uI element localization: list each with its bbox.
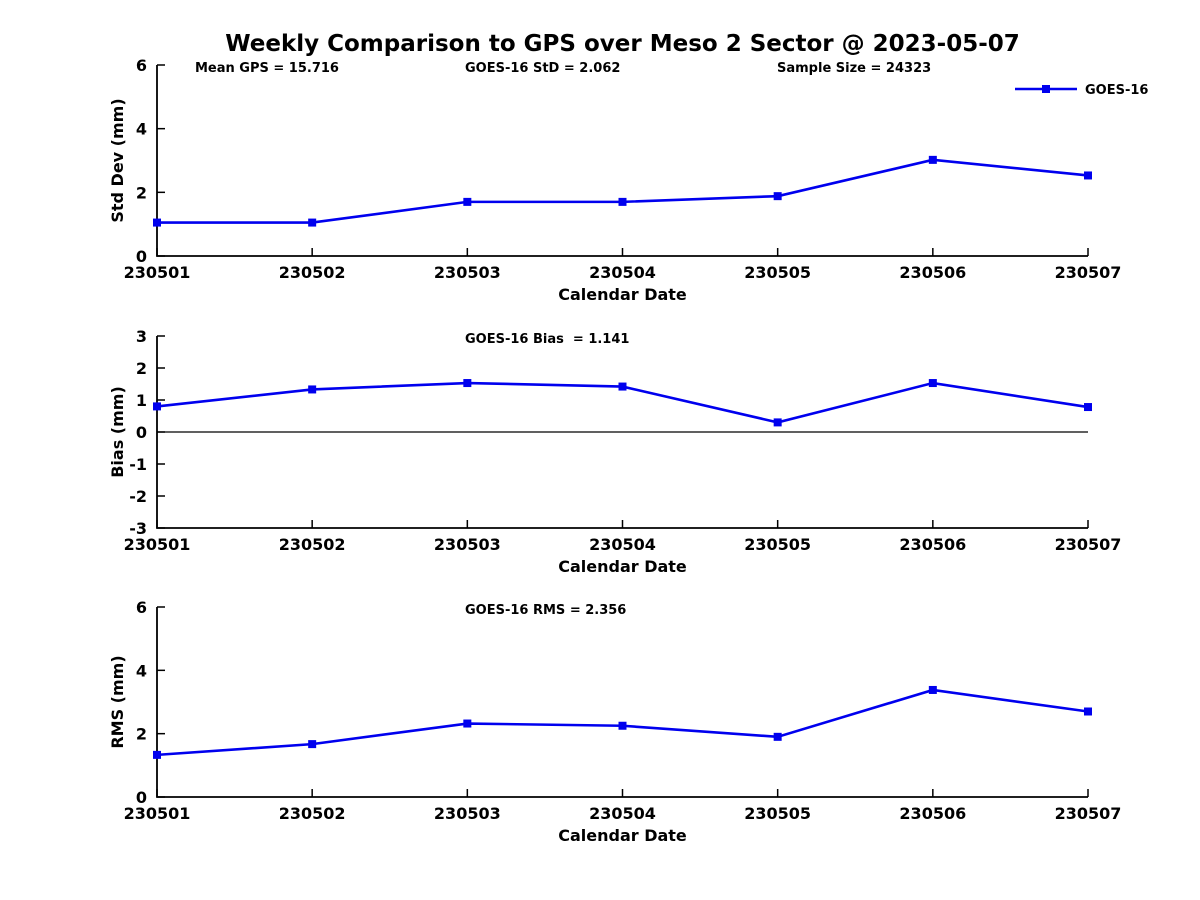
legend-marker: [1042, 85, 1050, 93]
y-tick-label: 4: [136, 120, 147, 139]
x-tick-label: 230502: [279, 263, 346, 282]
y-tick-label: 6: [136, 56, 147, 75]
x-tick-label: 230502: [279, 535, 346, 554]
y-tick-label: -2: [129, 487, 147, 506]
y-tick-label: 2: [136, 359, 147, 378]
data-point-marker: [1084, 403, 1092, 412]
data-point-marker: [773, 732, 782, 741]
data-point-marker: [618, 721, 627, 730]
x-tick-label: 230506: [899, 263, 966, 282]
data-point-marker: [308, 740, 317, 749]
y-axis-label: Std Dev (mm): [108, 98, 127, 222]
subplot-2: 230501 230502 230503 230504 230505 230506 2305…: [108, 327, 1121, 576]
axes: [156, 607, 1088, 798]
data-point-marker: [463, 719, 472, 728]
data-point-marker: [153, 402, 161, 411]
data-point-marker: [308, 385, 317, 394]
y-tick-label: 1: [136, 391, 147, 410]
data-point-marker: [773, 192, 782, 201]
x-tick-label: 230505: [744, 804, 811, 823]
data-point-marker: [308, 218, 317, 227]
data-point-marker: [618, 382, 627, 391]
x-axis-label: Calendar Date: [558, 557, 687, 576]
x-tick-label: 230505: [744, 263, 811, 282]
data-point-marker: [463, 197, 472, 206]
x-tick-label: 230505: [744, 535, 811, 554]
y-tick-label: 0: [136, 423, 147, 442]
x-tick-label: 230507: [1055, 263, 1122, 282]
x-tick-label: 230504: [589, 535, 656, 554]
stat-annotation: Mean GPS = 15.716: [195, 61, 339, 76]
data-line: [157, 158, 1089, 224]
y-tick-label: 3: [136, 327, 147, 346]
data-point-marker: [928, 155, 937, 164]
x-tick-label: 230506: [899, 804, 966, 823]
x-tick-label: 230503: [434, 263, 501, 282]
data-point-marker: [1084, 171, 1092, 180]
subplot-1: 230501 230502 230503 230504 230505 230506 2305…: [108, 56, 1148, 304]
y-tick-label: 0: [136, 788, 147, 807]
data-point-marker: [1084, 707, 1092, 716]
y-tick-label: 6: [136, 598, 147, 617]
x-tick-label: 230502: [279, 804, 346, 823]
data-point-marker: [618, 197, 627, 206]
x-tick-label: 230504: [589, 263, 656, 282]
x-tick-label: 230507: [1055, 804, 1122, 823]
data-point-marker: [928, 379, 937, 388]
x-tick-label: 230504: [589, 804, 656, 823]
y-tick-label: 2: [136, 725, 147, 744]
y-tick-label: -1: [129, 455, 147, 474]
y-tick-label: 2: [136, 183, 147, 202]
data-point-marker: [928, 685, 937, 694]
data-point-marker: [153, 218, 161, 227]
y-axis-label: RMS (mm): [108, 655, 127, 748]
x-axis-label: Calendar Date: [558, 826, 687, 845]
x-tick-label: 230503: [434, 804, 501, 823]
x-tick-label: 230501: [124, 263, 191, 282]
y-axis-label: Bias (mm): [108, 386, 127, 478]
stat-annotation: Sample Size = 24323: [777, 61, 931, 76]
legend: GOES-16: [1015, 83, 1148, 98]
stat-annotation: GOES-16 RMS = 2.356: [465, 603, 626, 618]
y-tick-label: 4: [136, 661, 147, 680]
legend-label: GOES-16: [1085, 83, 1148, 98]
x-axis-label: Calendar Date: [558, 285, 687, 304]
x-tick-label: 230507: [1055, 535, 1122, 554]
data-point-marker: [463, 379, 472, 388]
stat-annotation: GOES-16 Bias = 1.141: [465, 332, 629, 347]
data-point-marker: [153, 750, 161, 759]
y-tick-label: 0: [136, 247, 147, 266]
x-tick-label: 230506: [899, 535, 966, 554]
figure-title: Weekly Comparison to GPS over Meso 2 Sec…: [225, 31, 1020, 57]
x-tick-label: 230501: [124, 535, 191, 554]
subplot-3: 230501 230502 230503 230504 230505 230506 2305…: [108, 598, 1121, 845]
data-point-marker: [773, 418, 782, 427]
x-tick-label: 230501: [124, 804, 191, 823]
y-tick-label: -3: [129, 519, 147, 538]
x-tick-label: 230503: [434, 535, 501, 554]
stat-annotation: GOES-16 StD = 2.062: [465, 61, 620, 76]
